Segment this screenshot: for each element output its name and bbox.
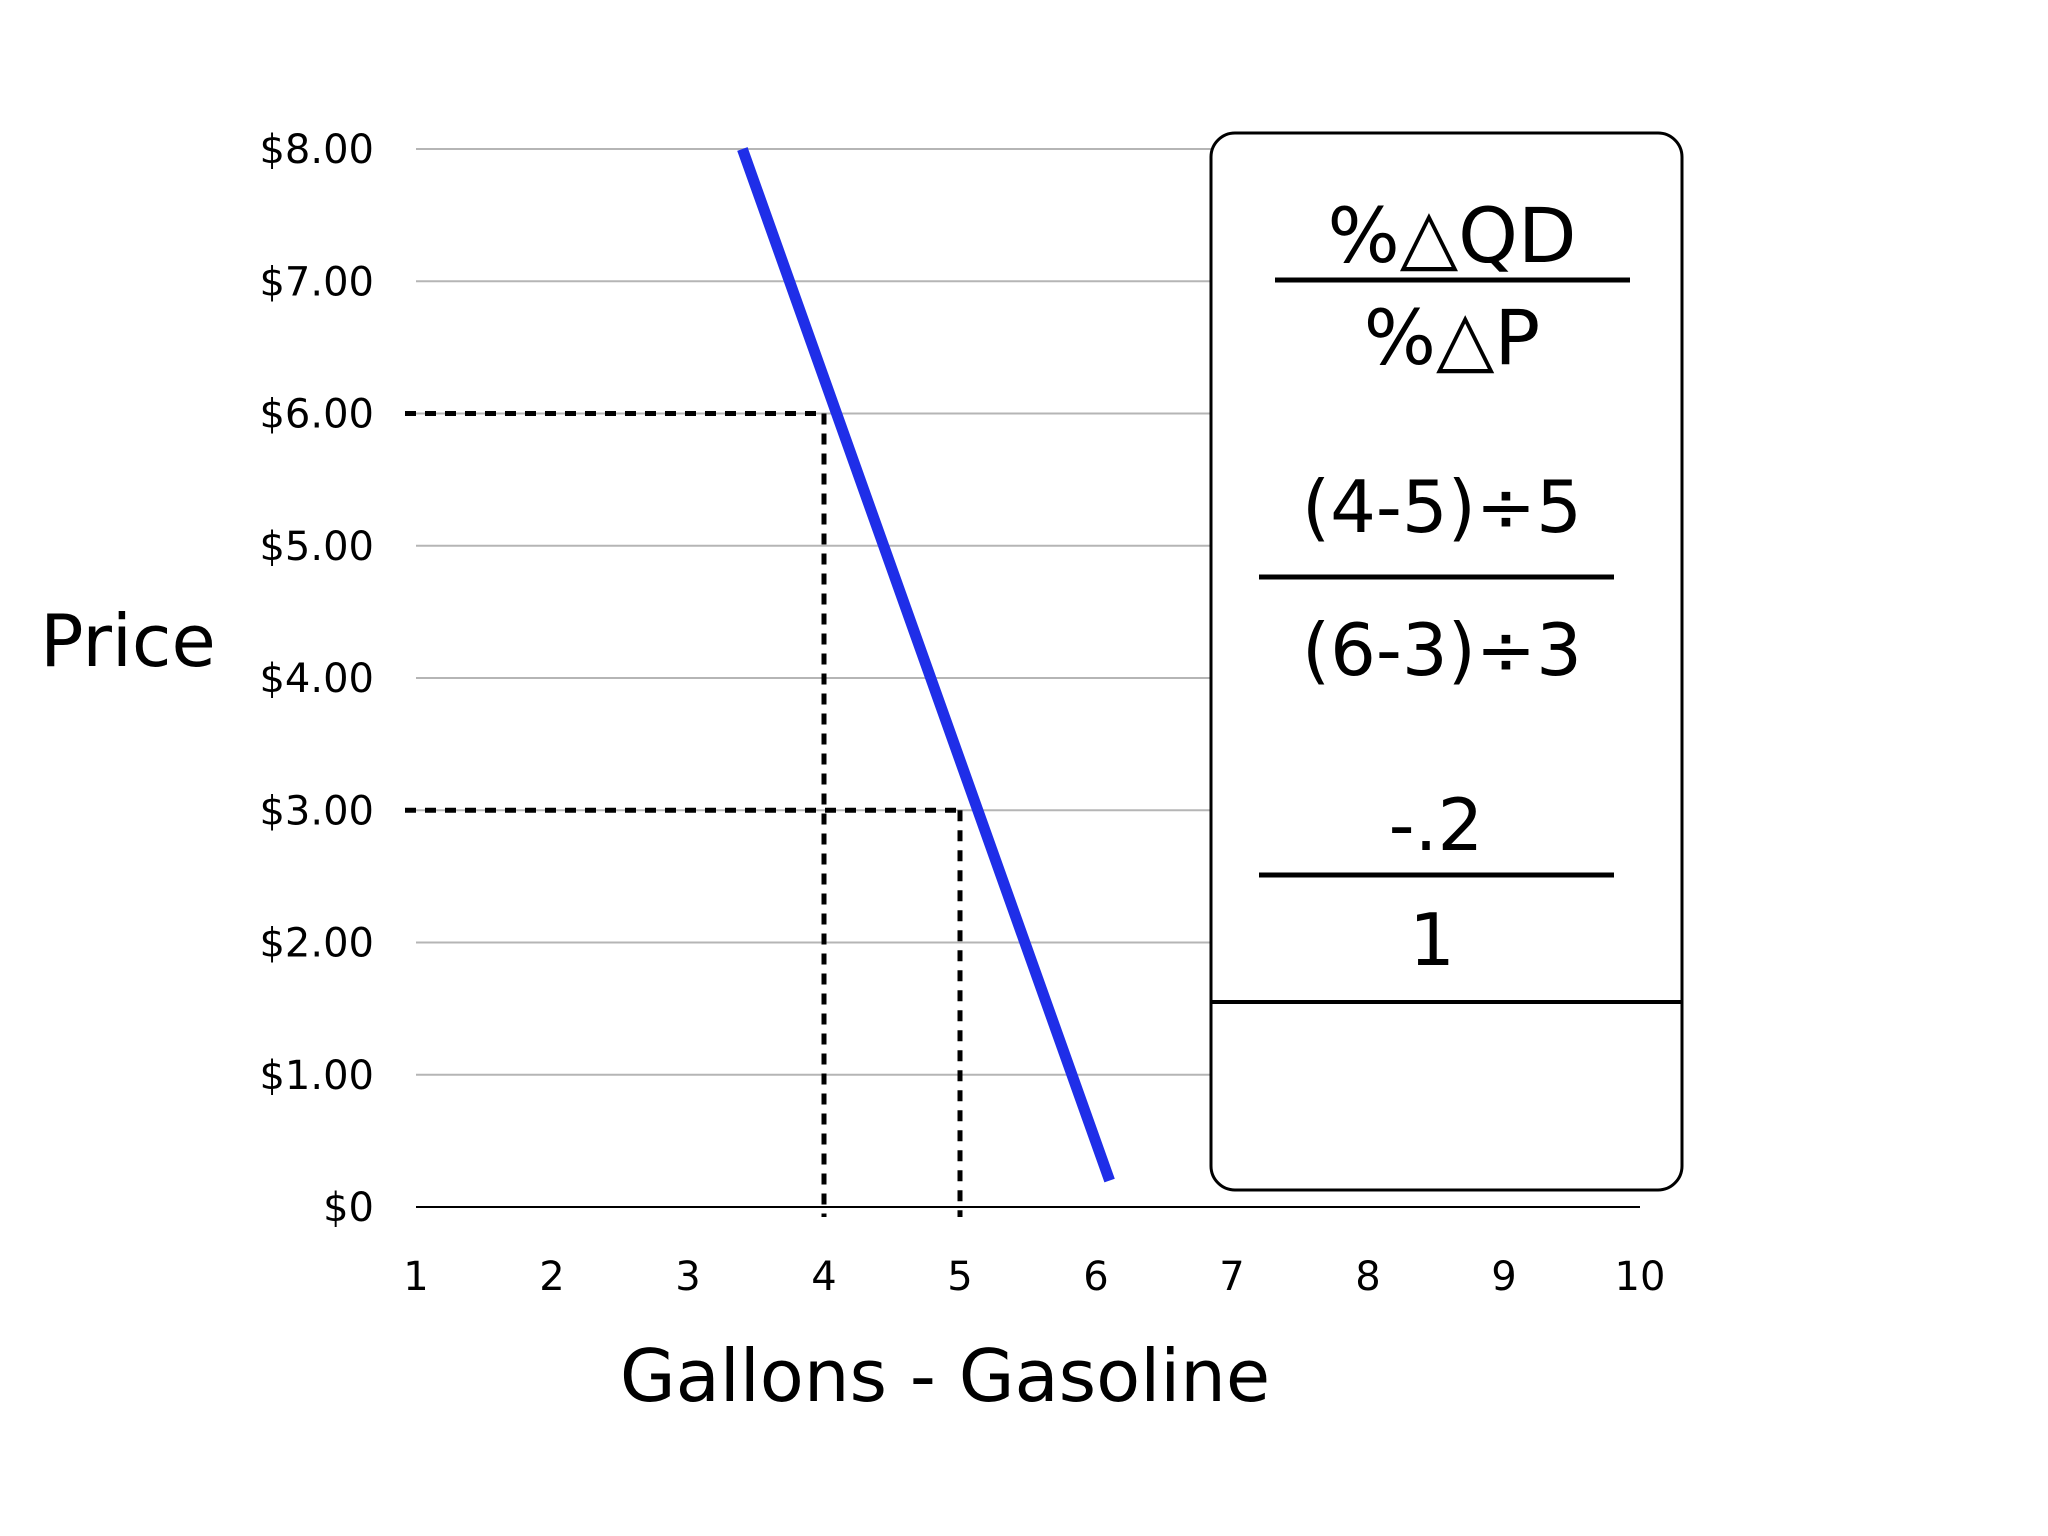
demand-series — [737, 147, 1115, 1183]
x-tick-label: 9 — [1491, 1254, 1516, 1300]
x-tick-labels: 1 2 3 4 5 6 7 8 9 10 — [403, 1254, 1665, 1300]
y-tick-label: $5.00 — [259, 524, 374, 570]
y-tick-label: $2.00 — [259, 921, 374, 967]
x-tick-label: 6 — [1083, 1254, 1108, 1300]
result-numerator: -.2 — [1389, 783, 1484, 867]
formula-denominator: %△P — [1364, 293, 1541, 382]
y-tick-labels: $0 $1.00 $2.00 $3.00 $4.00 $5.00 $6.00 $7.00 $8.… — [259, 127, 374, 1231]
y-tick-label: $0 — [323, 1185, 374, 1231]
x-tick-label: 4 — [811, 1254, 836, 1300]
x-tick-label: 1 — [403, 1254, 428, 1300]
y-tick-label: $4.00 — [259, 656, 374, 702]
gridlines — [416, 148, 1211, 1076]
y-axis-title: Price — [40, 599, 216, 683]
y-tick-label: $7.00 — [259, 259, 374, 305]
x-tick-label: 5 — [947, 1254, 972, 1300]
x-tick-label: 8 — [1355, 1254, 1380, 1300]
x-tick-label: 2 — [539, 1254, 564, 1300]
y-tick-label: $8.00 — [259, 127, 374, 173]
formula-box-frame — [1209, 131, 1684, 1192]
result-denominator: 1 — [1409, 898, 1455, 982]
y-tick-label: $6.00 — [259, 392, 374, 438]
step-numerator: (4-5)÷5 — [1302, 465, 1582, 549]
y-tick-label: $1.00 — [259, 1053, 374, 1099]
x-tick-label: 10 — [1615, 1254, 1666, 1300]
formula-numerator: %△QD — [1327, 191, 1576, 280]
demand-line — [737, 147, 1115, 1183]
x-tick-label: 7 — [1219, 1254, 1244, 1300]
x-tick-label: 3 — [675, 1254, 700, 1300]
reference-dashed-lines — [405, 411, 963, 1217]
step-denominator: (6-3)÷3 — [1302, 608, 1582, 692]
y-tick-label: $3.00 — [259, 788, 374, 834]
x-axis-title: Gallons - Gasoline — [620, 1334, 1270, 1418]
formula-box: %△QD %△P (4-5)÷5 (6-3)÷3 -.2 1 — [1209, 131, 1684, 1192]
